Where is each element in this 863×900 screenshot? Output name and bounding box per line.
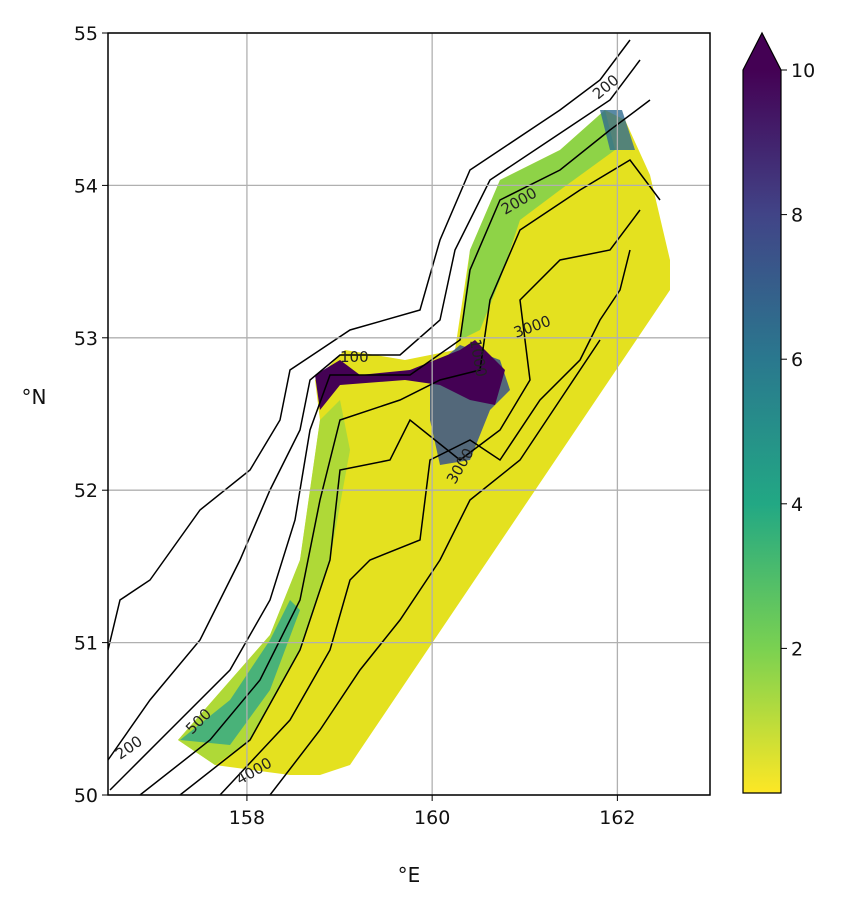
- field-moderate-north: [460, 110, 615, 340]
- plot-frame: [107, 32, 711, 796]
- colorbar-tick-label: 10: [791, 60, 815, 82]
- colorbar-ticks: 2 4 6 8 10: [781, 60, 815, 660]
- colorbar-frame: [742, 31, 782, 794]
- colorbar: 2 4 6 8 10: [742, 31, 815, 794]
- x-axis: 158 160 162: [229, 795, 636, 829]
- y-tick-label: 54: [74, 175, 98, 197]
- y-tick-label: 50: [74, 785, 98, 807]
- x-tick-label: 162: [599, 807, 635, 829]
- y-tick-label: 52: [74, 480, 98, 502]
- x-axis-label: °E: [398, 863, 421, 887]
- x-tick-label: 160: [414, 807, 450, 829]
- contours: [108, 39, 661, 795]
- y-tick-label: 53: [74, 328, 98, 350]
- colorbar-gradient: [743, 70, 781, 793]
- colorbar-extend-arrow: [743, 33, 781, 70]
- colorbar-tick-label: 2: [791, 638, 803, 660]
- field-mid: [180, 600, 300, 745]
- y-tick-label: 51: [74, 633, 98, 655]
- colorbar-tick-label: 4: [791, 494, 803, 516]
- contour-label: 100: [340, 348, 369, 366]
- colorbar-tick-label: 8: [791, 205, 803, 227]
- y-axis: 50 51 52 53 54 55: [74, 23, 108, 807]
- x-tick-label: 158: [229, 807, 265, 829]
- y-axis-label: °N: [22, 385, 47, 409]
- y-tick-label: 55: [74, 23, 98, 45]
- map-area: [108, 39, 670, 795]
- colorbar-tick-label: 6: [791, 349, 803, 371]
